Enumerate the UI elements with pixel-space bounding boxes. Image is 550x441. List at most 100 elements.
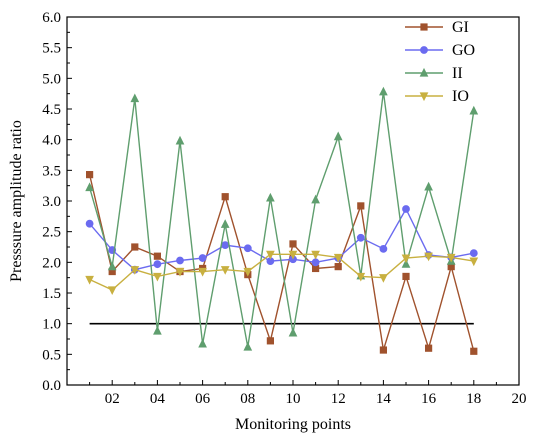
data-point [176, 256, 184, 265]
data-point [266, 192, 275, 202]
x-tick-label: 12 [331, 391, 346, 407]
data-point [130, 93, 140, 103]
data-point [289, 240, 297, 248]
legend-label: GI [452, 19, 469, 36]
data-point [288, 327, 298, 337]
data-point [469, 249, 478, 258]
x-tick-label: 08 [240, 391, 255, 407]
data-point [175, 135, 185, 145]
y-tick-label: 0.5 [42, 347, 61, 363]
data-point [198, 267, 207, 277]
data-point [153, 272, 162, 282]
data-point [220, 266, 230, 275]
data-point [243, 244, 252, 253]
data-point [356, 272, 366, 282]
x-tick-label: 02 [105, 391, 120, 407]
data-point [243, 341, 253, 351]
data-point [288, 250, 298, 260]
data-point [333, 131, 343, 141]
data-point [424, 344, 433, 352]
legend-label: IO [452, 88, 469, 105]
data-point [402, 205, 410, 213]
y-tick-label: 3.5 [42, 163, 61, 179]
data-point [107, 261, 117, 271]
data-point [85, 182, 94, 192]
data-point [175, 267, 185, 277]
legend-entry-go: GO [405, 42, 475, 59]
data-point [198, 254, 207, 262]
y-tick-label: 2.5 [42, 225, 61, 241]
y-tick-label: 0.0 [42, 378, 61, 394]
data-point [131, 243, 139, 251]
legend-entry-io: IO [405, 88, 469, 105]
data-point [402, 272, 410, 281]
legend-marker [420, 23, 428, 31]
data-point [333, 253, 343, 263]
data-point [153, 325, 162, 335]
legend-label: II [452, 65, 463, 82]
data-point [446, 253, 456, 263]
data-point [379, 274, 388, 283]
data-point [107, 286, 117, 296]
data-point [311, 194, 320, 204]
x-tick-label: 04 [150, 391, 166, 407]
data-point [469, 257, 479, 267]
data-point [470, 347, 478, 355]
data-point [356, 233, 365, 242]
data-point [311, 258, 320, 267]
data-point [357, 202, 365, 210]
legend: GI GO II IO [405, 19, 475, 105]
data-point [334, 263, 342, 271]
x-tick-label: 16 [421, 391, 437, 407]
data-point [311, 250, 320, 260]
series-line-go [89, 207, 474, 271]
data-point [401, 254, 411, 264]
legend-entry-gi: GI [405, 19, 469, 36]
data-point [153, 260, 162, 269]
legend-label: GO [452, 42, 475, 59]
legend-marker [419, 92, 429, 102]
data-point [401, 259, 411, 268]
data-point [379, 86, 388, 96]
data-point [469, 105, 479, 115]
series-ii [85, 86, 479, 351]
legend-marker [420, 46, 428, 54]
y-tick-label: 4.5 [42, 102, 61, 118]
data-point [198, 338, 207, 348]
series-layer [85, 86, 479, 355]
series-line-gi [88, 174, 475, 352]
legend-marker [419, 67, 429, 77]
series-line-io [89, 253, 474, 291]
y-tick-label: 1.0 [42, 317, 61, 333]
legend-entry-ii: II [405, 65, 463, 82]
data-point [86, 171, 94, 179]
y-tick-label: 4.0 [42, 133, 61, 149]
axis-layer: 0.0 0.5 1.0 1.5 2.0 2.5 3.0 3.5 4.0 4.5 5.0 5.5 6.0 0… [42, 10, 526, 407]
x-tick-label: 20 [512, 391, 527, 407]
data-point [424, 181, 433, 191]
data-point [266, 337, 275, 345]
data-point [243, 267, 253, 277]
data-point [221, 241, 230, 250]
data-point [221, 193, 229, 201]
y-axis-title: Presssure amplitude ratio [8, 120, 25, 282]
data-point [130, 266, 140, 275]
y-tick-label: 5.5 [42, 41, 61, 57]
x-tick-label: 06 [195, 391, 211, 407]
y-tick-label: 5.0 [42, 71, 61, 87]
y-tick-label: 6.0 [42, 10, 61, 26]
x-tick-label: 14 [376, 391, 392, 407]
y-tick-label: 2.0 [42, 255, 61, 271]
data-point [379, 244, 388, 253]
data-point [153, 252, 161, 260]
data-point [379, 346, 388, 354]
series-line-ii [88, 91, 475, 348]
x-tick-label: 18 [466, 391, 481, 407]
data-point [266, 250, 275, 260]
data-point [424, 252, 433, 262]
data-point [85, 219, 94, 228]
x-axis-title: Monitoring points [235, 416, 351, 433]
x-tick-label: 10 [286, 391, 301, 407]
y-tick-label: 3.0 [42, 194, 61, 210]
